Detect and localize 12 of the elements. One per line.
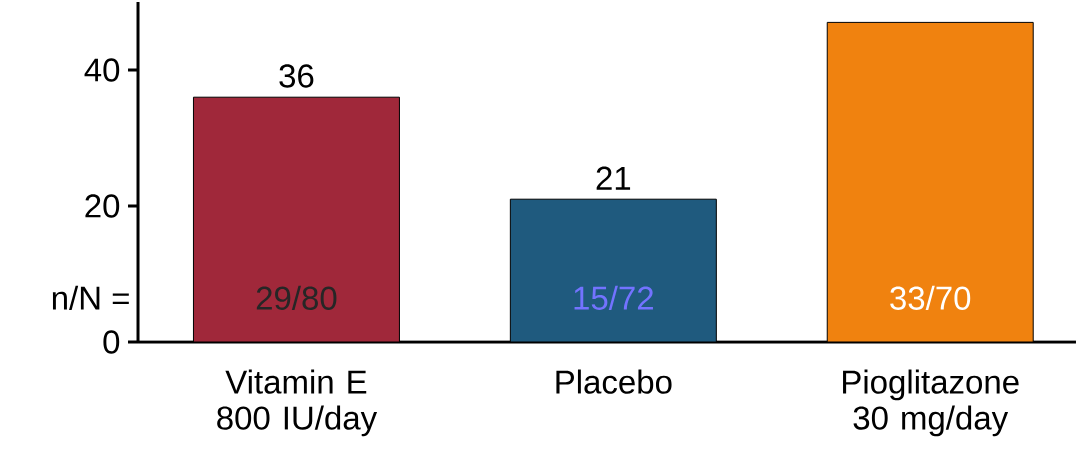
annotation: 33/70 <box>890 285 971 310</box>
x-tick-label: Placebo <box>556 369 672 394</box>
data-label: 36 <box>279 64 314 88</box>
data-label: 21 <box>596 166 631 190</box>
y-tick-label: 40 <box>84 58 120 82</box>
x-tick-label: Vitamin E 800 IU/day <box>217 369 378 437</box>
x-tick-label: Pioglitazone 30 mg/day <box>843 369 1019 437</box>
text: n/N = <box>52 285 129 310</box>
y-tick-label: 20 <box>85 194 120 218</box>
annotation: 29/80 <box>256 285 337 310</box>
annotation: 15/72 <box>574 285 653 310</box>
y-tick-label: 0 <box>103 330 120 354</box>
